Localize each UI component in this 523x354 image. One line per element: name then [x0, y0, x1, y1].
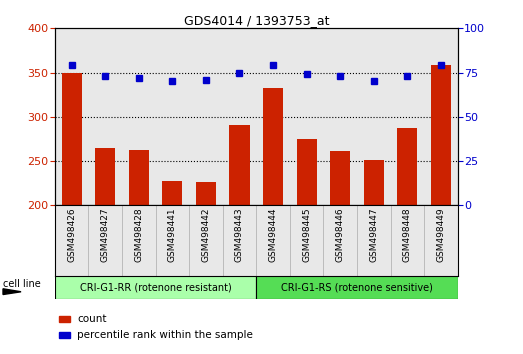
Bar	[55, 28, 88, 205]
Bar	[391, 28, 424, 205]
Text: GSM498449: GSM498449	[436, 207, 446, 262]
Text: GSM498446: GSM498446	[336, 207, 345, 262]
Text: CRI-G1-RR (rotenone resistant): CRI-G1-RR (rotenone resistant)	[79, 282, 232, 293]
Bar	[129, 149, 149, 205]
Bar	[323, 205, 357, 276]
Bar	[256, 276, 458, 299]
Bar	[223, 205, 256, 276]
Text: GSM498447: GSM498447	[369, 207, 378, 262]
Bar	[59, 332, 70, 338]
Bar	[363, 160, 384, 205]
Bar	[55, 276, 256, 299]
Text: GSM498448: GSM498448	[403, 207, 412, 262]
Bar	[189, 205, 223, 276]
Bar	[55, 205, 88, 276]
Text: GSM498445: GSM498445	[302, 207, 311, 262]
Text: percentile rank within the sample: percentile rank within the sample	[77, 330, 253, 340]
Title: GDS4014 / 1393753_at: GDS4014 / 1393753_at	[184, 14, 329, 27]
Text: GSM498426: GSM498426	[67, 207, 76, 262]
Bar	[397, 128, 417, 205]
Text: cell line: cell line	[3, 279, 41, 289]
Bar	[431, 65, 451, 205]
Bar	[357, 205, 391, 276]
Bar	[122, 28, 155, 205]
Text: GSM498441: GSM498441	[168, 207, 177, 262]
Bar	[162, 181, 183, 205]
Text: GSM498428: GSM498428	[134, 207, 143, 262]
Bar	[88, 205, 122, 276]
Bar	[155, 28, 189, 205]
Bar	[196, 182, 216, 205]
Text: GSM498443: GSM498443	[235, 207, 244, 262]
Bar	[189, 28, 223, 205]
Bar	[290, 205, 323, 276]
Bar	[88, 28, 122, 205]
Bar	[256, 205, 290, 276]
Bar	[62, 73, 82, 205]
Bar	[391, 205, 424, 276]
Bar	[263, 88, 283, 205]
Bar	[330, 152, 350, 205]
Bar	[223, 28, 256, 205]
Bar	[122, 205, 155, 276]
Text: GSM498442: GSM498442	[201, 207, 210, 262]
Text: count: count	[77, 314, 107, 324]
Bar	[297, 139, 316, 205]
Bar	[230, 125, 249, 205]
Text: CRI-G1-RS (rotenone sensitive): CRI-G1-RS (rotenone sensitive)	[281, 282, 433, 293]
Text: GSM498427: GSM498427	[101, 207, 110, 262]
Bar	[155, 205, 189, 276]
Bar	[323, 28, 357, 205]
Polygon shape	[3, 289, 21, 295]
Bar	[256, 28, 290, 205]
Bar	[290, 28, 323, 205]
Bar	[424, 205, 458, 276]
Bar	[95, 148, 115, 205]
Bar	[59, 316, 70, 322]
Text: GSM498444: GSM498444	[268, 207, 278, 262]
Bar	[357, 28, 391, 205]
Bar	[424, 28, 458, 205]
